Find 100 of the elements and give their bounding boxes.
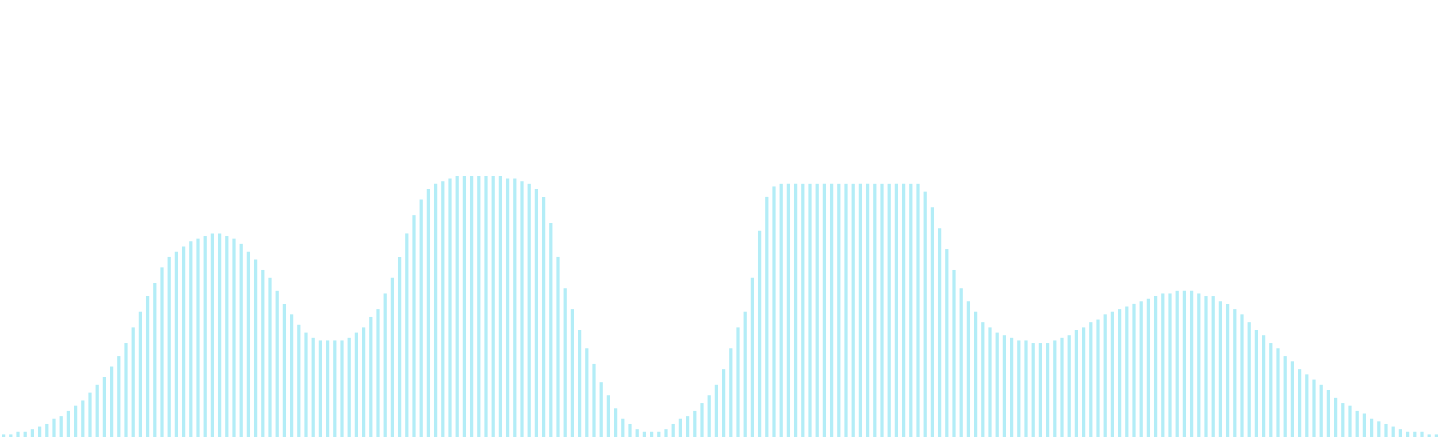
bar xyxy=(160,267,164,437)
bar xyxy=(635,429,639,437)
bar xyxy=(858,183,863,437)
bar xyxy=(448,178,452,437)
bar xyxy=(282,303,287,437)
bar xyxy=(354,332,359,437)
bar xyxy=(621,418,625,437)
bar xyxy=(1254,329,1259,437)
bar xyxy=(1024,340,1028,437)
bar xyxy=(426,189,431,437)
bar xyxy=(865,183,870,437)
bar xyxy=(498,176,503,437)
bar xyxy=(599,382,603,437)
bar xyxy=(959,288,963,437)
bar xyxy=(520,181,524,437)
bar xyxy=(1204,296,1208,437)
bar xyxy=(750,277,755,437)
bar xyxy=(275,290,279,437)
bar xyxy=(736,327,740,437)
bar xyxy=(973,311,978,437)
bar xyxy=(829,183,834,437)
bar xyxy=(9,434,13,437)
bar xyxy=(318,340,323,437)
bar xyxy=(1297,369,1302,437)
bar xyxy=(462,176,467,437)
bar xyxy=(1319,384,1323,437)
bar xyxy=(628,423,632,437)
bar xyxy=(887,183,891,437)
bar xyxy=(707,395,711,437)
bar xyxy=(73,405,78,437)
bar xyxy=(815,183,819,437)
bar xyxy=(1089,322,1093,437)
bar xyxy=(1355,410,1359,437)
bar xyxy=(844,183,848,437)
bar xyxy=(577,329,582,437)
bar xyxy=(988,327,992,437)
bar xyxy=(268,277,272,437)
bar xyxy=(1348,405,1352,437)
bar xyxy=(808,183,812,437)
bar xyxy=(606,395,611,437)
bar xyxy=(563,288,567,437)
bar xyxy=(109,366,114,437)
bar xyxy=(1081,327,1086,437)
bar xyxy=(1009,337,1014,437)
bar xyxy=(124,343,128,437)
bar xyxy=(253,259,258,437)
bar xyxy=(1211,296,1215,437)
bar xyxy=(16,431,20,437)
bar xyxy=(1096,319,1100,437)
bar xyxy=(1377,421,1381,437)
bar xyxy=(1017,340,1021,437)
bar xyxy=(1189,290,1194,437)
bar xyxy=(664,429,668,437)
bar xyxy=(347,337,351,437)
bar xyxy=(45,423,49,437)
bar xyxy=(772,186,776,437)
bar xyxy=(311,337,315,437)
bar xyxy=(405,233,409,437)
bar xyxy=(765,196,769,437)
bar xyxy=(549,222,553,437)
bar xyxy=(909,183,913,437)
bar xyxy=(1103,314,1107,437)
bar xyxy=(397,256,402,437)
bar xyxy=(685,416,690,437)
bar xyxy=(556,256,560,437)
bar xyxy=(484,176,488,437)
bar xyxy=(1290,361,1295,437)
bar xyxy=(153,283,157,437)
bar xyxy=(325,340,330,437)
bar xyxy=(1384,423,1388,437)
bar xyxy=(419,199,423,437)
bar xyxy=(369,316,373,437)
bar xyxy=(714,384,719,437)
bar xyxy=(585,348,589,437)
bar xyxy=(232,238,236,437)
bar xyxy=(1233,309,1237,437)
bar xyxy=(729,348,733,437)
bar xyxy=(95,384,99,437)
bar xyxy=(289,314,294,437)
bar xyxy=(1045,343,1050,437)
bar xyxy=(851,183,855,437)
bar xyxy=(469,176,474,437)
bar xyxy=(801,183,805,437)
bar xyxy=(894,183,899,437)
bar xyxy=(837,183,841,437)
bar xyxy=(1153,296,1158,437)
bar xyxy=(1434,434,1439,437)
bar xyxy=(1125,306,1129,437)
bar xyxy=(1175,290,1179,437)
bar xyxy=(995,332,999,437)
bar xyxy=(491,176,495,437)
bar xyxy=(203,236,207,437)
bar xyxy=(1168,293,1172,437)
bar xyxy=(534,189,539,437)
bar xyxy=(527,183,531,437)
bar xyxy=(333,340,337,437)
bar xyxy=(592,363,596,437)
bar xyxy=(937,228,942,437)
bar xyxy=(477,176,481,437)
bar xyxy=(383,293,387,437)
